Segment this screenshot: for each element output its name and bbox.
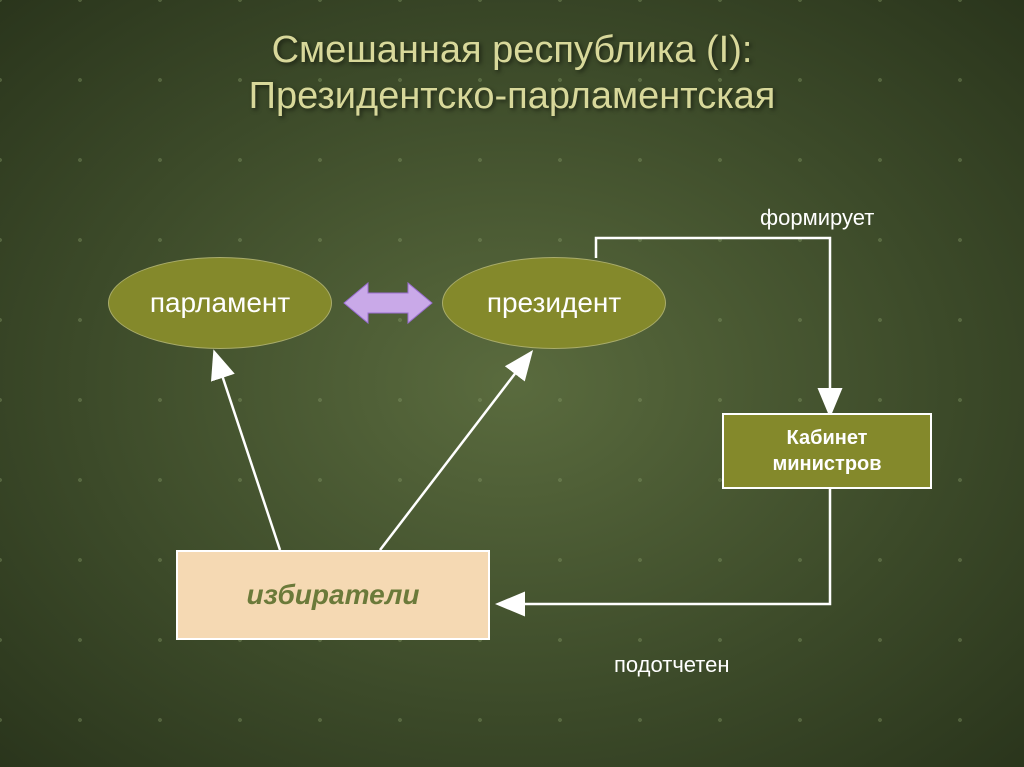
node-cabinet: Кабинет министров: [722, 413, 932, 489]
president-label: президент: [487, 287, 621, 319]
cabinet-line-2: министров: [772, 453, 881, 475]
label-accountable: подотчетен: [614, 652, 730, 678]
title-line-1: Смешанная республика (I):: [272, 29, 753, 71]
slide-title: Смешанная республика (I): Президентско-п…: [0, 28, 1024, 119]
cabinet-line-1: Кабинет: [787, 427, 868, 449]
parliament-label: парламент: [150, 287, 290, 319]
node-president: президент: [442, 257, 666, 349]
node-parliament: парламент: [108, 257, 332, 349]
node-voters: избиратели: [176, 550, 490, 640]
voters-label: избиратели: [246, 579, 419, 611]
label-forms: формирует: [760, 205, 874, 231]
title-line-2: Президентско-парламентская: [249, 75, 776, 117]
